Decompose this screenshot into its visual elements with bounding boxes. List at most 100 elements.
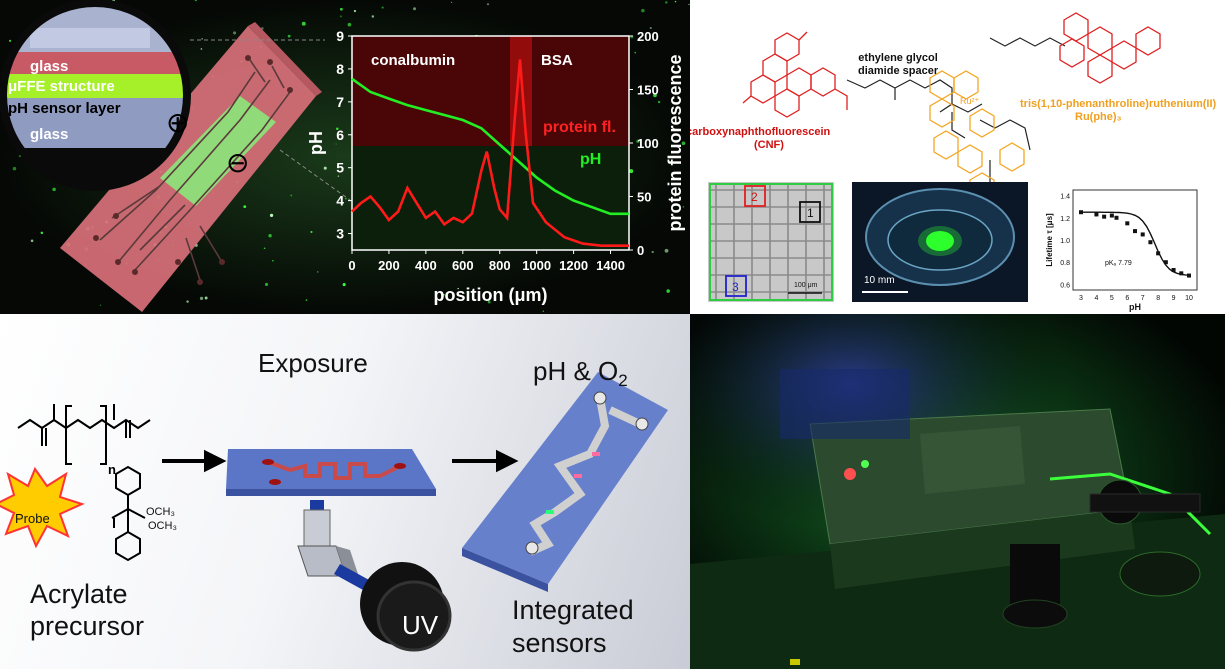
lifetime-point bbox=[1102, 214, 1107, 219]
lifetime-y-tick: 1.0 bbox=[1060, 238, 1070, 245]
y2-tick-label: 50 bbox=[637, 190, 651, 205]
exposure-chip bbox=[226, 449, 436, 496]
lifetime-x-label: pH bbox=[1129, 302, 1141, 312]
lifetime-point bbox=[1114, 215, 1119, 220]
lifetime-y-label: Lifetime τ [μs] bbox=[1045, 213, 1054, 267]
label-ph-series: pH bbox=[580, 151, 602, 168]
lifetime-point bbox=[1109, 213, 1114, 218]
acrylate-structure bbox=[17, 404, 151, 562]
lifetime-x-tick: 9 bbox=[1172, 295, 1176, 302]
cathode-symbol: ⊖ bbox=[226, 147, 250, 178]
microchip-illustration: 0 200 400 600 800 1000 1200 1400 3 4 5 6 7 8 9 0 50 100 15… bbox=[0, 0, 690, 314]
integrated-sensor-chip bbox=[462, 372, 668, 592]
lifetime-y-tick: 1.4 bbox=[1060, 194, 1070, 201]
x-tick-label: 600 bbox=[452, 258, 474, 273]
x-tick-label: 200 bbox=[378, 258, 400, 273]
uv-label: UV bbox=[402, 610, 439, 640]
microwell-grid-image bbox=[708, 182, 834, 302]
fabrication-diagram bbox=[0, 372, 668, 652]
y-tick-label: 3 bbox=[336, 226, 344, 242]
lifetime-y-tick: 1.2 bbox=[1060, 216, 1070, 223]
x-tick-label: 1000 bbox=[522, 258, 551, 273]
cnf-name: carboxynaphthofluorescein bbox=[690, 126, 831, 138]
lifetime-fit-curve bbox=[1081, 211, 1190, 276]
chemistry-structures: 3 4 5 6 7 8 9 10 0.6 0.8 1.0 1.2 1.4 pH Lifetime τ [μs… bbox=[708, 12, 1198, 312]
layer-label-sensor: pH sensor layer bbox=[8, 100, 121, 117]
lifetime-x-tick: 4 bbox=[1094, 295, 1098, 302]
exposure-title: Exposure bbox=[258, 348, 368, 378]
y2-tick-label: 150 bbox=[637, 83, 659, 98]
chip-edge bbox=[248, 22, 322, 96]
cell-marker-3 bbox=[725, 275, 747, 297]
x-tick-label: 1400 bbox=[596, 258, 625, 273]
probe-star bbox=[0, 466, 85, 549]
lifetime-point bbox=[1079, 210, 1083, 215]
grid-scale-label: 100 μm bbox=[794, 282, 818, 289]
chip-channels bbox=[99, 59, 291, 281]
lifetime-point bbox=[1163, 260, 1168, 265]
protein-fluorescence-image bbox=[352, 36, 629, 146]
y2-axis-label: protein fluorescence bbox=[665, 54, 685, 231]
cnf-abbrev: (CNF) bbox=[754, 139, 784, 151]
och3-label-1: OCH₃ bbox=[146, 506, 175, 518]
y2-tick-label: 200 bbox=[637, 29, 659, 44]
process-arrows bbox=[162, 449, 519, 473]
cell-label-1: 1 bbox=[807, 206, 814, 220]
lifetime-point bbox=[1156, 251, 1161, 256]
layer-label-glass-bottom: glass bbox=[30, 126, 69, 143]
lifetime-point bbox=[1140, 232, 1145, 237]
series-line-ph bbox=[351, 77, 629, 216]
cell-label-2: 2 bbox=[751, 190, 758, 204]
ph-o2-title: pH & O2 bbox=[533, 356, 628, 391]
lifetime-x-tick: 6 bbox=[1125, 295, 1129, 302]
uv-optics bbox=[297, 500, 452, 652]
lifetime-point bbox=[1125, 221, 1130, 226]
layer-label-ffe: μFFE structure bbox=[8, 78, 115, 95]
layer-magnifier bbox=[0, 0, 191, 191]
y-tick-label: 9 bbox=[336, 28, 344, 44]
y-tick-label: 7 bbox=[336, 94, 344, 110]
fabrication-process-panel: Exposure pH & O2 Probe n OCH₃ OCH₃ UV Ac… bbox=[0, 314, 690, 669]
cell-marker-1 bbox=[799, 201, 821, 223]
label-bsa: BSA bbox=[541, 52, 573, 69]
optical-bench-illustration bbox=[690, 314, 1225, 669]
x-tick-label: 400 bbox=[415, 258, 437, 273]
sensor-chemistry-panel: 3 4 5 6 7 8 9 10 0.6 0.8 1.0 1.2 1.4 pH Lifetime τ [μs… bbox=[690, 0, 1225, 314]
lifetime-x-tick: 10 bbox=[1185, 295, 1193, 302]
repeat-n-label: n bbox=[108, 462, 116, 477]
ru-complex-structure bbox=[929, 70, 1025, 202]
optical-table bbox=[690, 369, 1225, 669]
cnf-structure-right bbox=[1059, 12, 1161, 84]
lifetime-point bbox=[1148, 240, 1153, 245]
dish-scale-label: 10 mm bbox=[864, 275, 895, 286]
anode-symbol: ⊕ bbox=[166, 107, 190, 138]
lifetime-point bbox=[1171, 268, 1176, 272]
och3-label-2: OCH₃ bbox=[148, 520, 177, 532]
zoom-line-bottom bbox=[279, 149, 351, 201]
cnf-structure bbox=[742, 31, 848, 118]
lifetime-x-tick: 3 bbox=[1079, 295, 1083, 302]
label-protein-fl: protein fl. bbox=[543, 119, 616, 136]
acrylate-precursor-label: Acrylate precursor bbox=[30, 579, 145, 641]
layer-ffe bbox=[3, 52, 187, 74]
ru-name: tris(1,10-phenanthroline)ruthenium(II) bbox=[1020, 98, 1217, 110]
lifetime-point bbox=[1187, 273, 1191, 278]
optical-setup-photo bbox=[690, 314, 1225, 669]
y-tick-label: 6 bbox=[336, 127, 344, 143]
lifetime-y-tick: 0.8 bbox=[1060, 260, 1070, 267]
petri-dish-image bbox=[852, 182, 1028, 302]
x-tick-label: 0 bbox=[348, 258, 355, 273]
x-tick-label: 1200 bbox=[559, 258, 588, 273]
lifetime-x-tick: 8 bbox=[1156, 295, 1160, 302]
pka-label: pKₐ 7.79 bbox=[1105, 260, 1132, 267]
microchip-ph-panel: 0 200 400 600 800 1000 1200 1400 3 4 5 6 7 8 9 0 50 100 15… bbox=[0, 0, 690, 314]
layer-label-glass-top: glass bbox=[30, 58, 69, 75]
layer-ph-sensor bbox=[3, 74, 187, 98]
ru-symbol: Ru²⁺ bbox=[960, 96, 980, 106]
y2-tick-label: 100 bbox=[637, 136, 659, 151]
lifetime-point bbox=[1133, 229, 1137, 234]
layer-glass-bottom bbox=[3, 98, 187, 148]
chip-reservoirs bbox=[93, 55, 293, 285]
lifetime-x-tick: 7 bbox=[1141, 295, 1145, 302]
y-axis-label: pH bbox=[306, 131, 326, 155]
